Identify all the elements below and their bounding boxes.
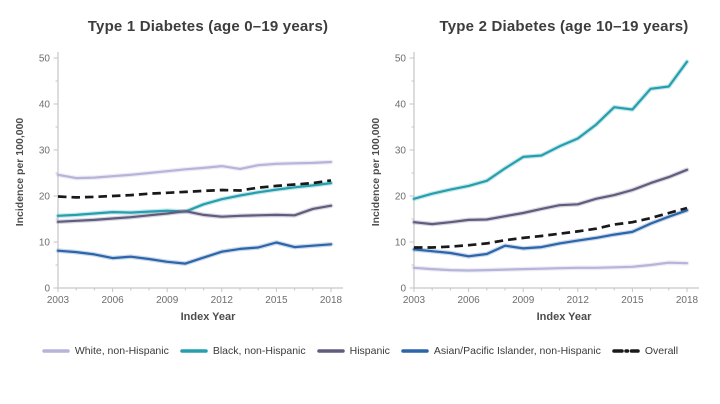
svg-text:20: 20: [39, 192, 51, 203]
legend-swatch: [42, 349, 70, 353]
legend-label: White, non-Hispanic: [74, 345, 169, 357]
svg-text:50: 50: [395, 54, 407, 65]
svg-text:2009: 2009: [156, 295, 179, 305]
svg-text:40: 40: [39, 100, 51, 111]
legend-swatch: [180, 349, 208, 353]
svg-text:2015: 2015: [265, 295, 288, 305]
svg-text:40: 40: [395, 100, 407, 111]
type2-chart: Type 2 Diabetes (age 10–19 years) 0 10 20 3…: [364, 14, 720, 323]
svg-text:0: 0: [44, 284, 50, 295]
svg-text:0: 0: [400, 284, 406, 295]
legend-item: Overall: [612, 345, 678, 357]
svg-text:30: 30: [39, 146, 51, 157]
legend-swatch: [612, 349, 640, 353]
svg-text:2012: 2012: [567, 295, 590, 305]
svg-text:20: 20: [395, 192, 407, 203]
svg-text:2006: 2006: [101, 295, 124, 305]
chart-title: Type 1 Diabetes (age 0–19 years): [87, 18, 329, 35]
legend-swatch: [401, 349, 429, 353]
y-axis-label: Incidence per 100,000: [14, 117, 26, 227]
svg-text:2009: 2009: [512, 295, 535, 305]
legend-label: Overall: [644, 345, 679, 357]
legend-item: White, non-Hispanic: [42, 345, 169, 357]
type1-chart: Type 1 Diabetes (age 0–19 years) 0 10 20 30…: [8, 14, 364, 323]
svg-text:2003: 2003: [47, 295, 70, 305]
chart-title: Type 2 Diabetes (age 10–19 years): [439, 18, 689, 35]
chart-canvas: 0 10 20 30 40 50 2003 2006 2009 2012 2015 2018: [39, 52, 343, 305]
legend-label: Black, non-Hispanic: [212, 345, 306, 357]
legend-item: Asian/Pacific Islander, non-Hispanic: [401, 345, 601, 357]
legend-swatch: [316, 349, 345, 353]
legend-item: Hispanic: [316, 345, 390, 357]
svg-text:2006: 2006: [457, 295, 480, 305]
svg-text:10: 10: [39, 238, 51, 249]
y-axis-label: Incidence per 100,000: [370, 117, 382, 227]
legend-item: Black, non-Hispanic: [180, 345, 306, 357]
legend: White, non-Hispanic Black, non-Hispanic …: [0, 345, 720, 357]
svg-text:2015: 2015: [621, 295, 644, 305]
legend-label: Hispanic: [349, 345, 390, 357]
svg-text:10: 10: [395, 238, 407, 249]
legend-label: Asian/Pacific Islander, non-Hispanic: [433, 345, 601, 357]
x-axis-label: Index Year: [180, 311, 236, 323]
svg-text:2018: 2018: [320, 295, 343, 305]
svg-text:2012: 2012: [211, 295, 234, 305]
svg-text:2018: 2018: [676, 295, 699, 305]
chart-canvas: 0 10 20 30 40 50 2003 2006 2009 2012 2015 2018: [395, 52, 699, 305]
svg-text:50: 50: [39, 54, 51, 65]
svg-text:30: 30: [395, 146, 407, 157]
x-axis-label: Index Year: [536, 311, 592, 323]
svg-text:2003: 2003: [403, 295, 426, 305]
